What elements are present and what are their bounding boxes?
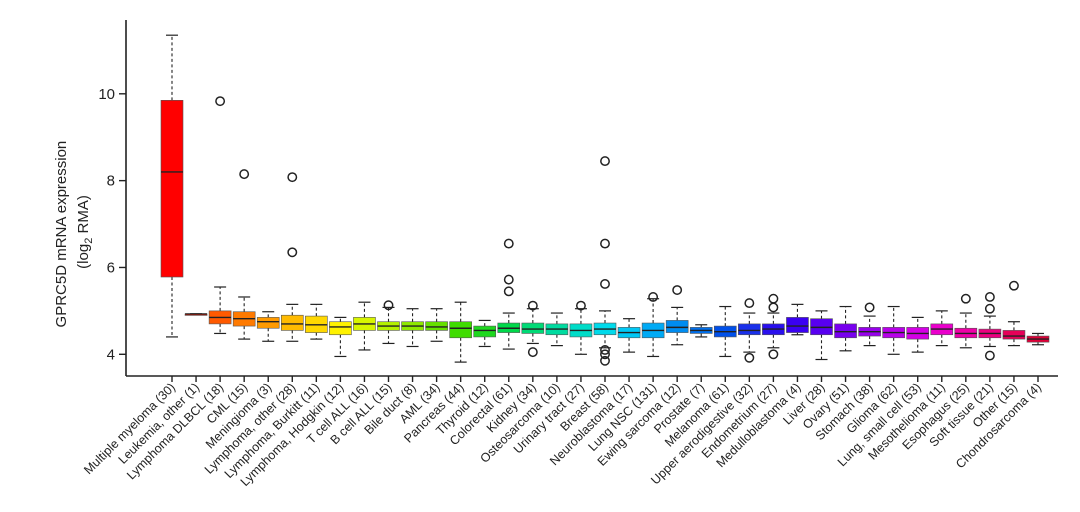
box [834, 323, 857, 339]
box [786, 317, 809, 333]
outlier-point [239, 169, 250, 180]
y-axis-label: GPRC5D mRNA expression (log2 RMA) [53, 137, 95, 328]
box [665, 320, 689, 333]
outlier-point [600, 355, 610, 366]
outlier-point [768, 302, 779, 313]
outlier-point [575, 300, 586, 311]
outlier-point [600, 238, 610, 249]
box [521, 322, 545, 334]
outlier-point [672, 285, 683, 295]
outlier-point [744, 298, 755, 309]
box [280, 314, 304, 331]
y-tick-label: 4 [107, 346, 115, 363]
y-axis-label-line-1: GPRC5D mRNA expression [53, 141, 70, 328]
box [449, 321, 472, 339]
outlier-point [503, 274, 514, 285]
outlier-point [600, 156, 610, 167]
box [1002, 330, 1026, 340]
outlier-point [215, 96, 226, 107]
y-tick-label: 6 [107, 259, 115, 276]
outlier-point [768, 293, 779, 304]
outlier-point [984, 292, 995, 302]
outlier-point [527, 300, 538, 311]
outlier-point [600, 279, 610, 289]
outlier-point [864, 302, 875, 313]
outlier-point [744, 352, 755, 363]
outlier-point [768, 349, 779, 360]
y-axis-label-prefix: (log [75, 244, 92, 269]
y-axis-label-suffix: RMA) [75, 195, 92, 238]
y-axis-label-line-2: (log2 RMA) [75, 195, 95, 269]
y-tick-label: 8 [107, 173, 115, 190]
box [738, 323, 761, 336]
outlier-point [960, 293, 971, 304]
outlier-point [383, 300, 394, 311]
box [256, 317, 280, 329]
outlier-point [648, 292, 659, 302]
outlier-point [984, 303, 995, 314]
outlier-point [600, 349, 610, 360]
y-tick-label: 10 [98, 86, 115, 103]
box [160, 100, 184, 278]
outlier-point [287, 247, 298, 258]
box [425, 321, 448, 331]
outlier-point [503, 238, 514, 249]
box [329, 321, 352, 336]
outlier-point [527, 347, 538, 358]
outlier-point [984, 350, 995, 361]
outlier-point [503, 286, 514, 297]
outlier-point [1008, 280, 1019, 291]
box [473, 325, 497, 338]
outlier-point [600, 345, 610, 355]
outlier-point [287, 172, 298, 183]
y-axis-label-subscript: 2 [83, 238, 95, 244]
